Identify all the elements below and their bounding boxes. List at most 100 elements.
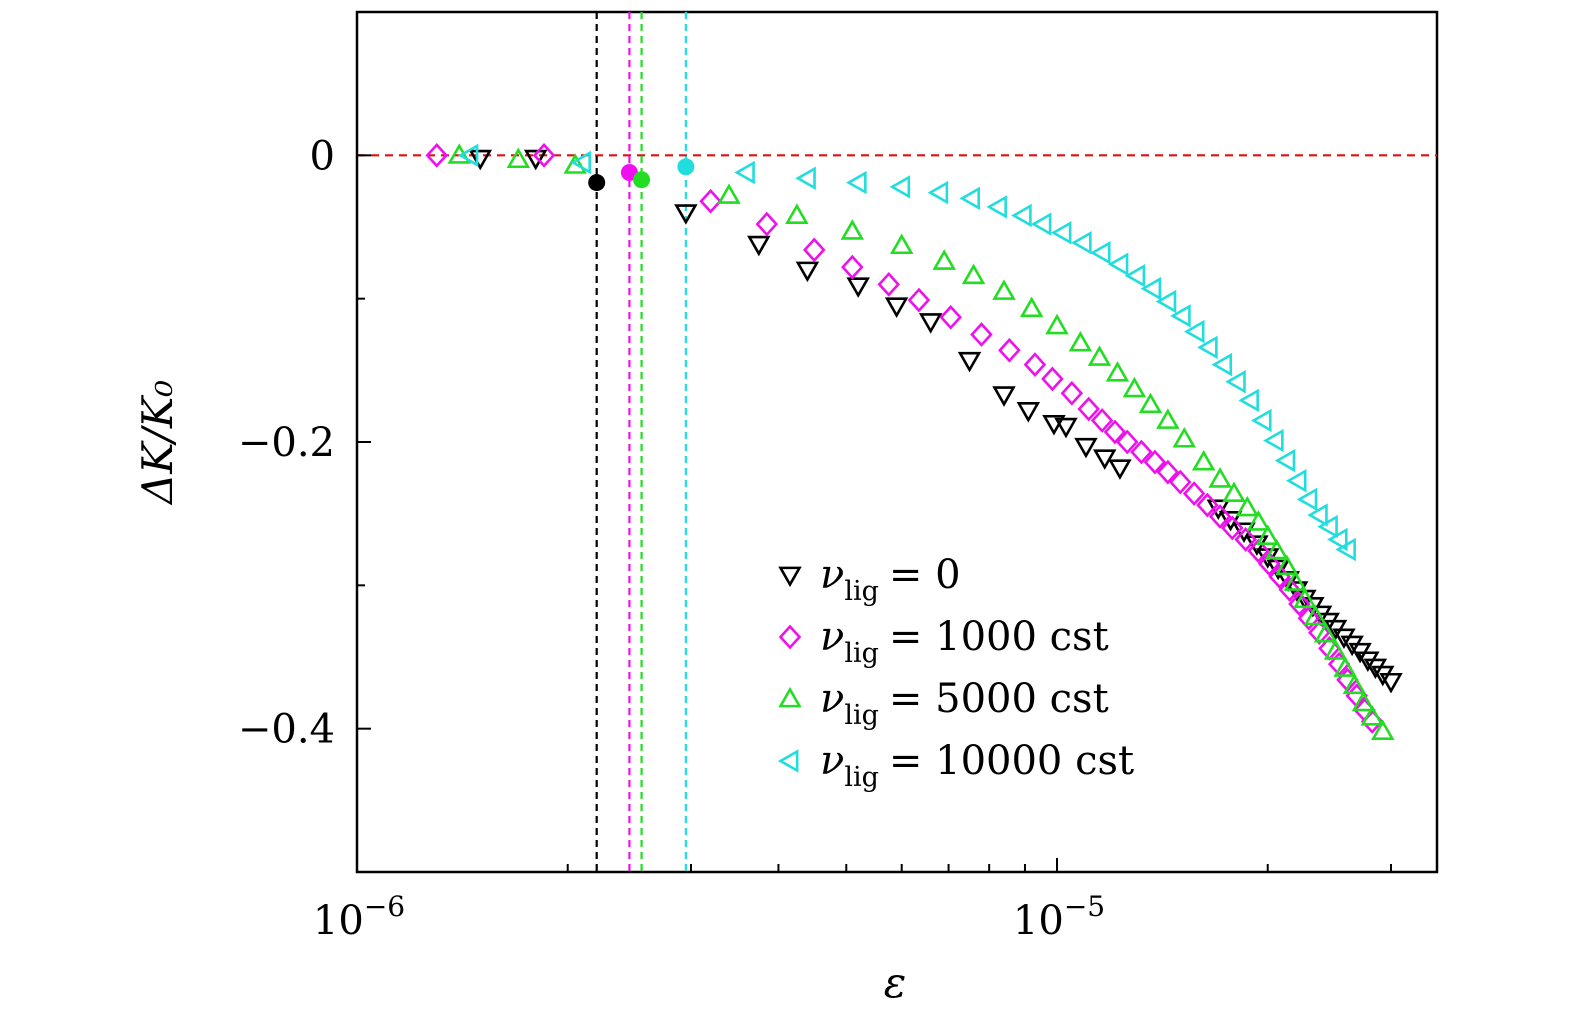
- data-point-2-31: [1323, 639, 1348, 660]
- y-tick-label-1: −0.2: [238, 420, 335, 466]
- data-point-2-5: [840, 219, 865, 240]
- data-point-0-14: [1092, 449, 1117, 470]
- data-point-1-28: [1257, 551, 1281, 577]
- data-point-2-34: [1351, 690, 1376, 712]
- data-point-3-3: [795, 166, 816, 191]
- data-point-2-14: [1105, 361, 1130, 382]
- data-point-1-12: [1041, 366, 1064, 392]
- data-point-3-16: [1140, 276, 1162, 301]
- data-point-2-30: [1313, 621, 1338, 643]
- data-point-2-25: [1264, 538, 1289, 560]
- data-point-3-15: [1124, 263, 1146, 288]
- data-point-1-31: [1288, 591, 1311, 617]
- data-point-1-0: [425, 142, 449, 168]
- data-point-0-3: [747, 235, 771, 257]
- data-point-3-2: [734, 160, 755, 185]
- legend-marker-1: [778, 624, 802, 650]
- data-point-1-7: [907, 287, 931, 313]
- critical-point-3: [677, 158, 695, 176]
- data-point-3-22: [1225, 370, 1246, 394]
- data-point-3-29: [1307, 503, 1328, 527]
- data-point-3-5: [889, 175, 911, 199]
- data-point-0-4: [795, 261, 820, 283]
- data-point-0-0: [468, 149, 493, 171]
- legend-marker-2: [778, 686, 802, 708]
- data-point-3-20: [1197, 335, 1218, 360]
- data-point-2-9: [992, 279, 1016, 300]
- data-point-1-16: [1103, 419, 1127, 445]
- data-point-0-10: [1016, 402, 1041, 423]
- data-point-1-25: [1221, 515, 1244, 541]
- data-point-1-5: [841, 254, 864, 280]
- axes-ticks: 0 −0.2 −0.4 10−6 10−5: [238, 133, 1392, 944]
- legend-label-0: νlig = 0: [820, 552, 961, 607]
- data-point-3-6: [927, 180, 949, 205]
- x-axis-title: ε: [884, 958, 907, 1007]
- data-point-1-23: [1196, 492, 1219, 518]
- data-point-1-1: [532, 142, 556, 168]
- data-point-3-32: [1335, 537, 1356, 562]
- data-point-1-13: [1060, 380, 1084, 406]
- data-point-1-2: [699, 188, 722, 214]
- data-point-3-28: [1296, 487, 1318, 512]
- data-point-1-9: [970, 322, 993, 347]
- data-point-1-11: [1023, 352, 1047, 377]
- data-point-1-14: [1077, 396, 1100, 422]
- data-point-3-26: [1274, 448, 1296, 473]
- data-point-1-24: [1208, 504, 1232, 529]
- data-point-3-10: [1030, 212, 1052, 236]
- data-point-3-9: [1011, 203, 1032, 228]
- data-point-2-17: [1156, 408, 1180, 429]
- data-point-2-32: [1333, 656, 1357, 677]
- data-point-3-4: [846, 170, 867, 195]
- data-point-1-26: [1234, 527, 1257, 552]
- data-point-3-19: [1183, 319, 1205, 344]
- legend: νlig = 0 νlig = 1000 cst νlig = 5000 cst νlig =…: [777, 552, 1134, 793]
- data-point-0-8: [957, 351, 982, 373]
- legend-marker-0: [778, 566, 802, 588]
- data-point-2-13: [1087, 345, 1112, 366]
- legend-label-3: νlig = 10000 cst: [820, 738, 1134, 793]
- data-point-1-17: [1116, 429, 1139, 455]
- data-point-3-27: [1285, 468, 1307, 493]
- data-point-3-11: [1050, 220, 1072, 245]
- data-point-3-17: [1155, 289, 1177, 314]
- data-point-3-23: [1238, 388, 1259, 413]
- data-point-2-27: [1283, 570, 1308, 591]
- data-point-1-32: [1297, 605, 1321, 631]
- data-point-2-19: [1191, 449, 1216, 471]
- data-point-2-15: [1122, 376, 1147, 398]
- legend-marker-3: [777, 749, 799, 773]
- data-point-1-4: [802, 237, 826, 263]
- data-point-0-2: [674, 204, 698, 225]
- data-point-0-22: [1276, 571, 1301, 592]
- critical-vertical-lines: [595, 12, 687, 872]
- data-point-1-19: [1143, 449, 1167, 475]
- data-point-2-33: [1342, 673, 1367, 695]
- y-tick-label-0: 0: [310, 133, 335, 179]
- data-point-2-23: [1246, 510, 1271, 531]
- data-point-2-28: [1293, 587, 1317, 609]
- data-point-1-30: [1278, 577, 1301, 603]
- data-point-2-26: [1275, 554, 1299, 576]
- x-tick-label-0: 10−6: [313, 890, 405, 944]
- data-point-3-8: [986, 195, 1007, 219]
- data-point-2-12: [1068, 330, 1093, 352]
- data-point-2-24: [1255, 524, 1280, 546]
- data-point-2-11: [1045, 313, 1069, 335]
- critical-point-2: [633, 171, 651, 189]
- series-markers: [425, 142, 1403, 740]
- series-0: [468, 149, 1403, 694]
- data-point-1-6: [877, 271, 901, 297]
- data-point-3-12: [1071, 231, 1092, 255]
- data-point-2-4: [785, 203, 809, 224]
- data-point-2-8: [961, 263, 986, 285]
- data-point-0-1: [523, 149, 548, 171]
- data-point-3-0: [457, 143, 479, 168]
- data-point-1-33: [1308, 620, 1331, 646]
- series-2: [447, 143, 1395, 740]
- data-point-3-13: [1090, 241, 1111, 265]
- data-point-0-35: [1379, 672, 1403, 694]
- data-point-0-12: [1054, 417, 1078, 439]
- data-point-3-30: [1317, 514, 1338, 539]
